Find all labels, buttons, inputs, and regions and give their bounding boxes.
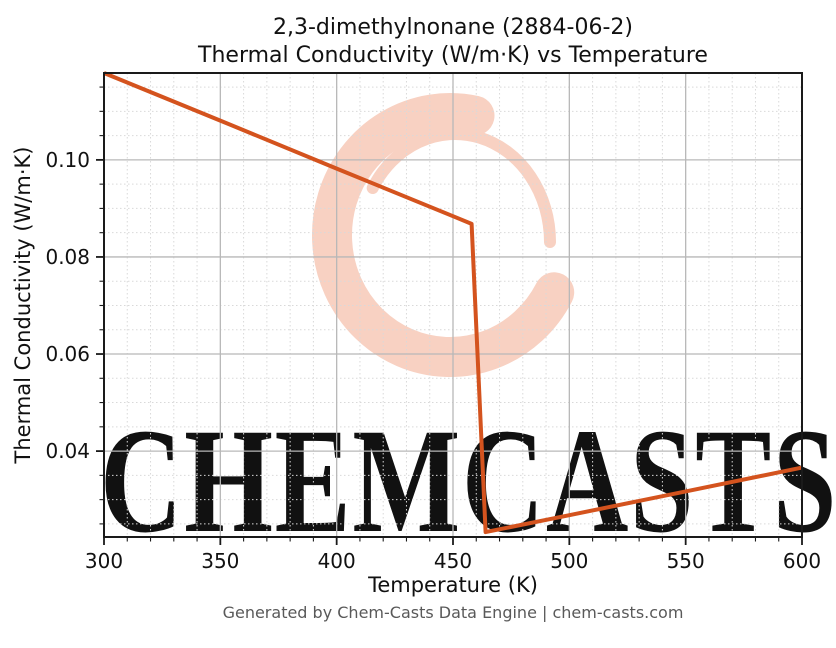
- axis-ticks: [96, 86, 803, 545]
- x-axis-label: Temperature (K): [367, 573, 538, 597]
- x-tick-label: 500: [550, 549, 588, 573]
- x-tick-label: 400: [318, 549, 356, 573]
- y-tick-label: 0.06: [45, 342, 90, 366]
- data-series: [103, 71, 803, 535]
- watermark-text: CHEMCASTS: [100, 398, 836, 564]
- footer-attribution: Generated by Chem-Casts Data Engine | ch…: [223, 603, 684, 622]
- y-tick-label: 0.04: [45, 439, 90, 463]
- y-tick-label: 0.08: [45, 245, 90, 269]
- x-tick-label: 350: [201, 549, 239, 573]
- conductivity-line: [103, 71, 803, 535]
- watermark-group: CHEMCASTS: [100, 93, 836, 564]
- y-tick-label: 0.10: [45, 148, 90, 172]
- x-tick-label: 600: [783, 549, 821, 573]
- chart-title-line1: 2,3-dimethylnonane (2884-06-2): [273, 15, 633, 40]
- chemcasts-swirl-logo-icon: [312, 93, 575, 377]
- chart-title-line2: Thermal Conductivity (W/m·K) vs Temperat…: [197, 43, 708, 68]
- tick-labels: 300 350 400 450 500 550 600 0.04 0.06 0.08 0.10: [45, 148, 821, 573]
- x-tick-label: 300: [85, 549, 123, 573]
- x-tick-label: 450: [434, 549, 472, 573]
- chemcasts-swirl-inner-stroke-icon: [366, 127, 556, 248]
- y-axis-label: Thermal Conductivity (W/m·K): [11, 147, 35, 465]
- x-tick-label: 550: [667, 549, 705, 573]
